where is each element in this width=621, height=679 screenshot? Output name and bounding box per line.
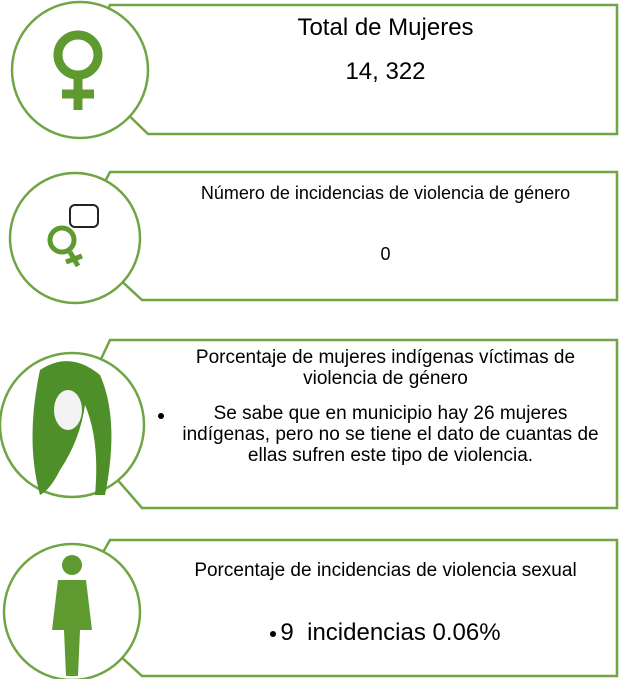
panel-title: Porcentaje de mujeres indígenas víctimas…	[195, 347, 576, 389]
bullet-text: Se sabe que en municipio hay 26 mujeres …	[182, 403, 604, 466]
woman-icon	[52, 555, 92, 676]
panel-bullet: 9 incidencias 0.06%	[158, 619, 613, 647]
female-icon	[53, 30, 103, 110]
indigenous-woman-icon	[32, 361, 112, 495]
icon-circle	[10, 0, 150, 140]
panel-title: Total de Mujeres	[297, 14, 474, 41]
violence-icon	[47, 204, 99, 268]
panel-title: Porcentaje de incidencias de violencia s…	[194, 560, 577, 581]
panel-value: 14, 322	[345, 58, 426, 85]
panel-title: Número de incidencias de violencia de gé…	[200, 183, 571, 203]
panel-value: 0	[380, 244, 391, 264]
panel-bullet: Se sabe que en municipio hay 26 mujeres …	[158, 403, 613, 467]
bullet-dot	[270, 631, 277, 637]
bullet-text: 9 incidencias 0.06%	[280, 619, 501, 646]
bullet-dot	[158, 413, 164, 419]
